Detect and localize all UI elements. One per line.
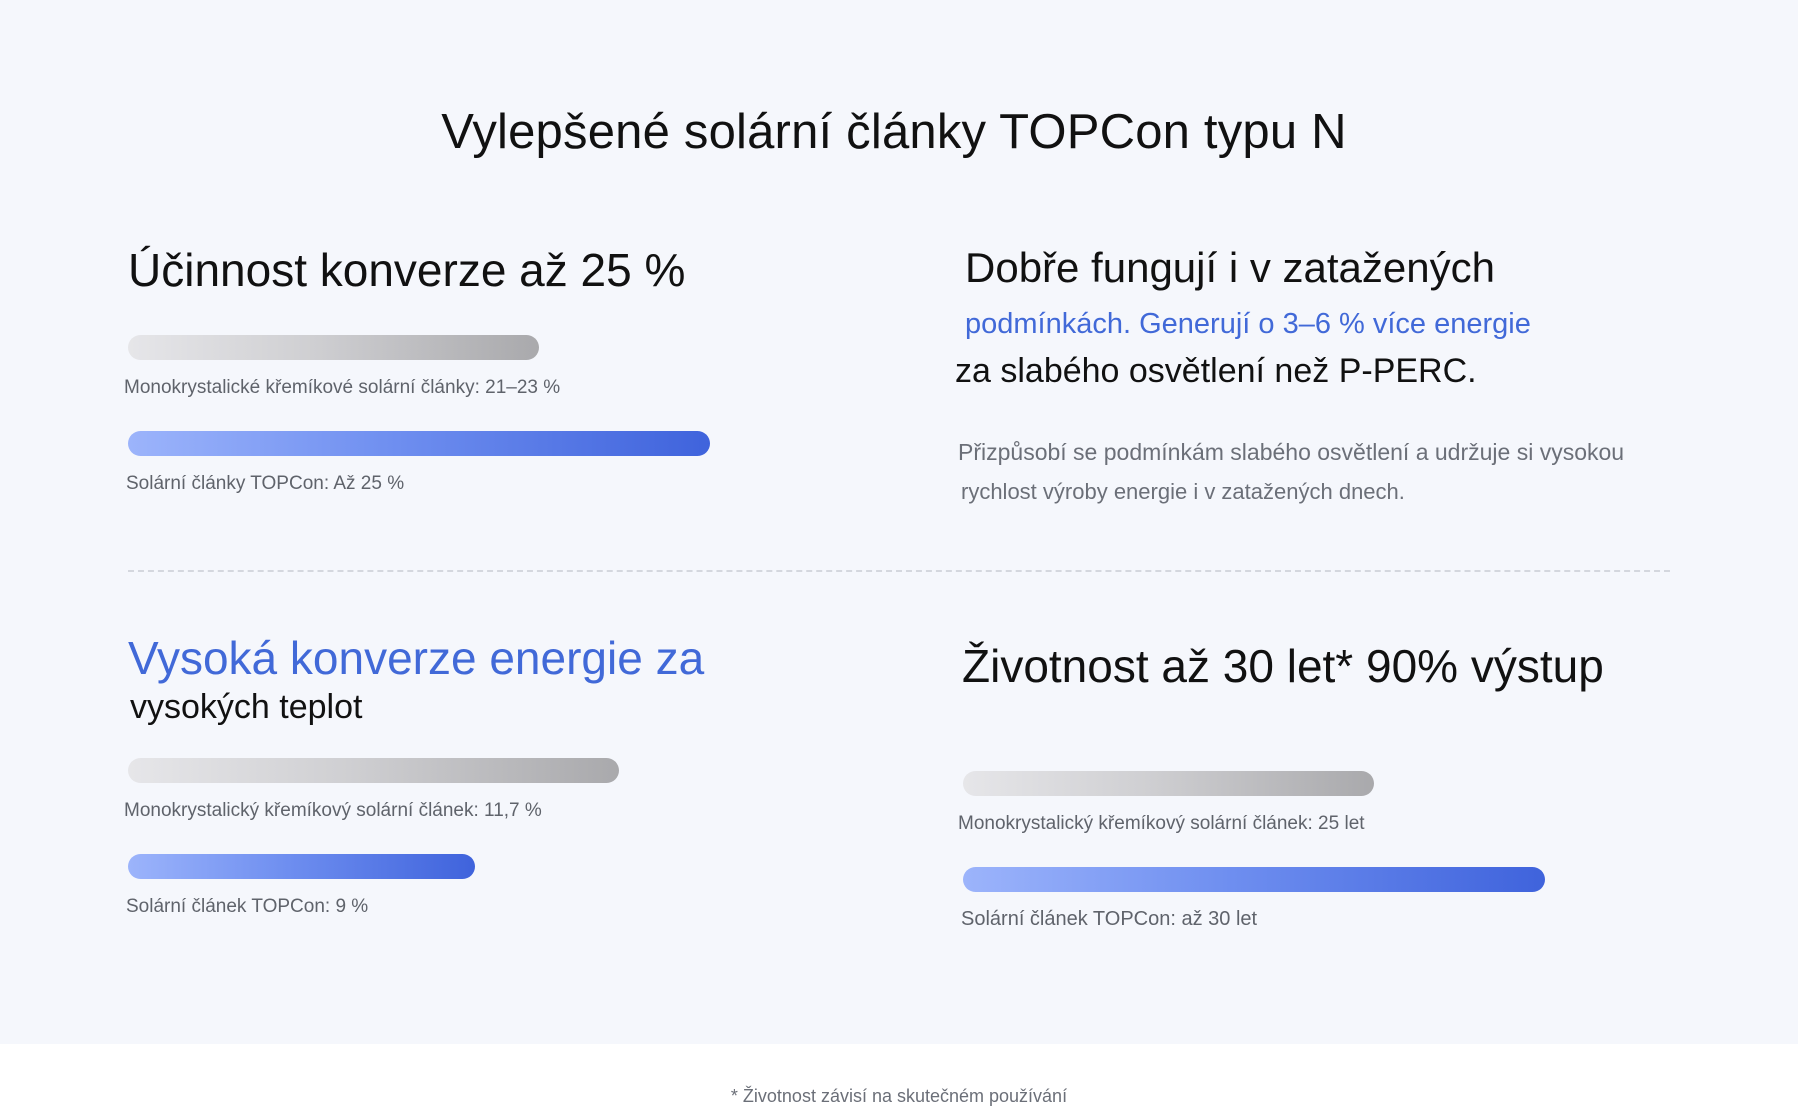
low-light-heading-line3: za slabého osvětlení než P-PERC.	[955, 352, 1477, 390]
temperature-heading-line1: Vysoká konverze energie za	[128, 632, 705, 684]
page-title: Vylepšené solární články TOPCon typu N	[441, 105, 1347, 159]
low-light-description-line1: Přizpůsobí se podmínkám slabého osvětlen…	[958, 439, 1625, 465]
temperature-topcon-bar	[128, 854, 475, 879]
low-light-heading-line1: Dobře fungují i v zatažených	[965, 244, 1495, 291]
lifetime-mono-bar	[963, 771, 1374, 796]
efficiency-section: Účinnost konverze až 25 % Monokrystalick…	[124, 244, 828, 504]
temperature-mono-label: Monokrystalický křemíkový solární článek…	[124, 800, 542, 821]
low-light-heading-line2: podmínkách. Generují o 3–6 % více energi…	[965, 308, 1531, 340]
low-light-section: Dobře fungují i v zatažených podmínkách.…	[955, 244, 1715, 514]
lifetime-mono-label: Monokrystalický křemíkový solární článek…	[958, 813, 1365, 834]
temperature-heading-line2: vysokých teplot	[130, 688, 363, 726]
lifetime-section: Životnost až 30 let* 90% výstup Monokrys…	[958, 640, 1720, 930]
footer-band	[0, 1044, 1798, 1111]
efficiency-mono-bar	[128, 335, 539, 360]
temperature-mono-bar	[128, 758, 619, 783]
lifetime-topcon-label: Solární článek TOPCon: až 30 let	[961, 908, 1258, 930]
efficiency-topcon-label: Solární články TOPCon: Až 25 %	[126, 473, 405, 494]
footnote: * Životnost závisí na skutečném používán…	[730, 1086, 1068, 1106]
lifetime-topcon-bar	[963, 867, 1545, 892]
efficiency-mono-label: Monokrystalické křemíkové solární články…	[124, 377, 561, 398]
efficiency-heading: Účinnost konverze až 25 %	[128, 244, 686, 296]
temperature-section: Vysoká konverze energie za vysokých tepl…	[124, 632, 828, 922]
temperature-topcon-label: Solární článek TOPCon: 9 %	[126, 896, 369, 917]
lifetime-heading: Životnost až 30 let* 90% výstup	[962, 640, 1604, 692]
section-divider	[128, 570, 1670, 572]
low-light-description-line2: rychlost výroby energie i v zatažených d…	[961, 479, 1405, 504]
efficiency-topcon-bar	[128, 431, 710, 456]
